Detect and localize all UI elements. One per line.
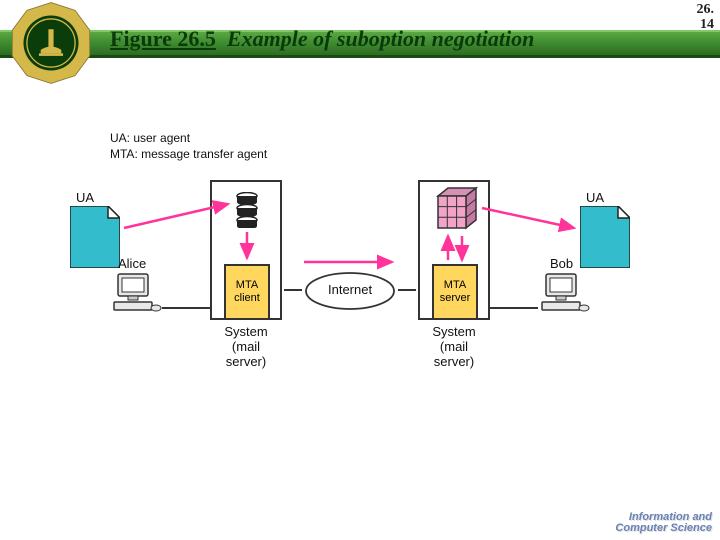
system-right-line1: System <box>432 324 475 339</box>
slide-number: 14 <box>700 17 714 32</box>
page-number: 26. 14 <box>697 2 715 32</box>
chapter-number: 26 <box>697 2 711 17</box>
system-right-label: System (mail server) <box>418 324 490 369</box>
figure-title: Figure 26.5 Example of suboption negotia… <box>110 26 534 52</box>
figure-number: Figure 26.5 <box>110 26 216 51</box>
system-left-line1: System <box>224 324 267 339</box>
diagram-container: UA: user agent MTA: message transfer age… <box>70 120 630 400</box>
system-right-line2: (mail server) <box>434 339 474 369</box>
arrows-layer <box>70 120 630 400</box>
system-left-line2: (mail server) <box>226 339 266 369</box>
university-logo <box>8 0 94 86</box>
figure-caption: Example of suboption negotiation <box>227 26 534 51</box>
footer-logo: Information and Computer Science <box>615 512 712 534</box>
system-left-label: System (mail server) <box>210 324 282 369</box>
footer-line2: Computer Science <box>615 522 712 534</box>
